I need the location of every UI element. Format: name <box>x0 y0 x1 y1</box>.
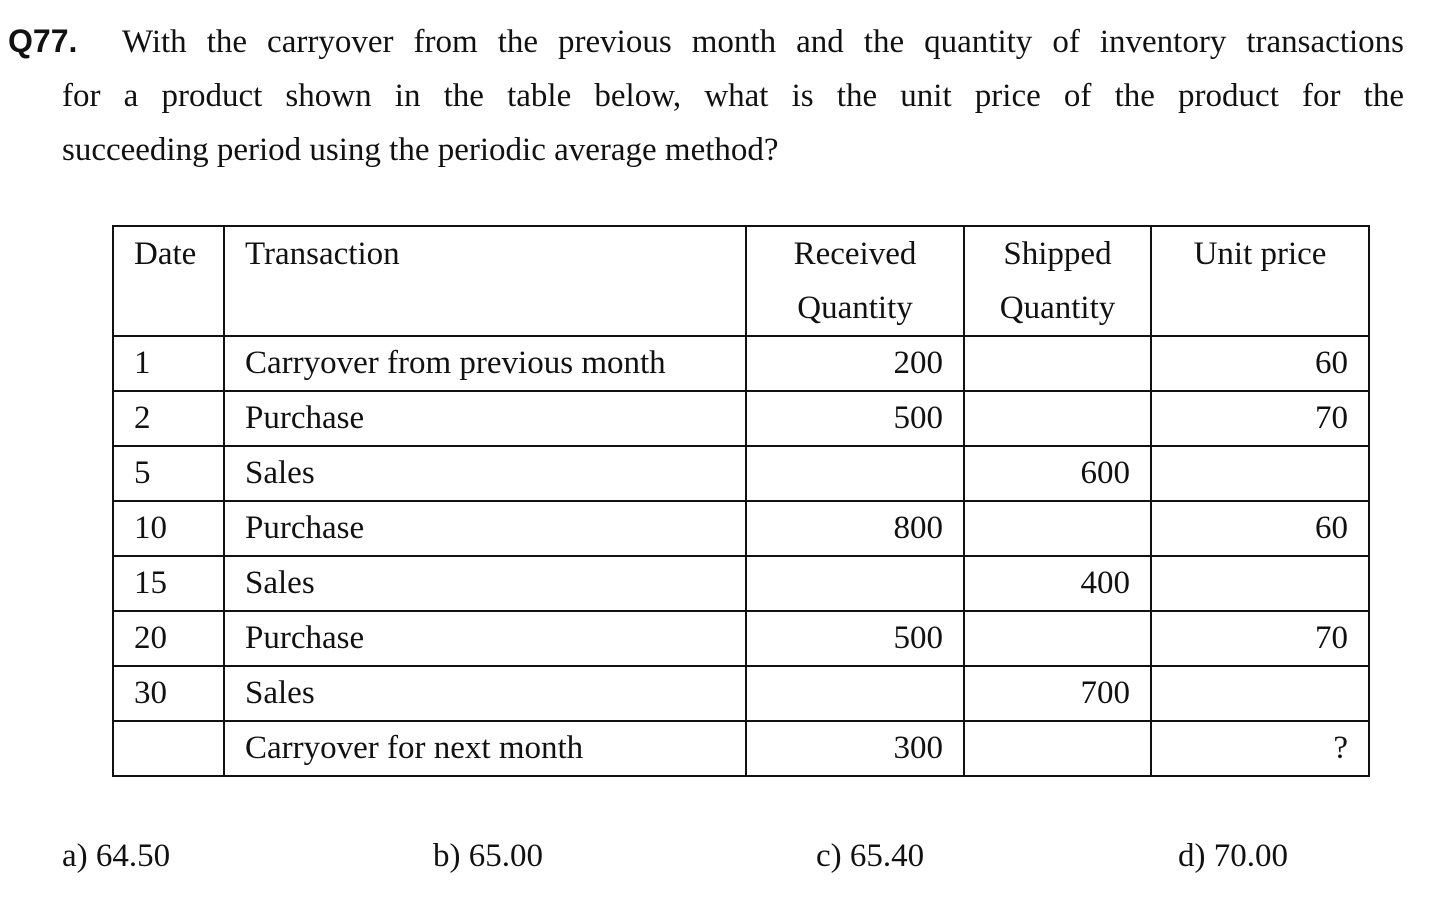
cell-date: 2 <box>112 390 225 447</box>
header-received-quantity: Received Quantity <box>745 225 965 337</box>
cell-date: 10 <box>112 500 225 557</box>
choice-c[interactable]: c) 65.40 <box>816 838 925 874</box>
cell-received <box>745 665 965 722</box>
cell-transaction: Purchase <box>223 500 747 557</box>
cell-shipped <box>963 390 1152 447</box>
answer-choices: a) 64.50 b) 65.00 c) 65.40 d) 70.00 <box>0 838 1450 894</box>
cell-date: 15 <box>112 555 225 612</box>
table-row: 20 Purchase 500 70 <box>112 610 1370 667</box>
cell-transaction: Purchase <box>223 610 747 667</box>
question-first-line: Q77. With the carryover from the previou… <box>8 14 1404 69</box>
cell-unit-price <box>1150 665 1370 722</box>
question: Q77. With the carryover from the previou… <box>8 14 1404 177</box>
cell-shipped: 400 <box>963 555 1152 612</box>
cell-shipped <box>963 335 1152 392</box>
cell-unit-price <box>1150 445 1370 502</box>
choice-a[interactable]: a) 64.50 <box>62 838 171 874</box>
cell-shipped: 600 <box>963 445 1152 502</box>
table-row: 15 Sales 400 <box>112 555 1370 612</box>
question-text-line-1: With the carryover from the previous mon… <box>122 24 1404 60</box>
header-received-line1: Received <box>793 236 917 272</box>
question-text-line-3: succeeding period using the periodic ave… <box>62 132 779 168</box>
cell-received: 500 <box>745 610 965 667</box>
table-row: 1 Carryover from previous month 200 60 <box>112 335 1370 392</box>
header-shipped-line2: Quantity <box>999 290 1116 326</box>
header-date: Date <box>112 225 225 337</box>
table-row: Carryover for next month 300 ? <box>112 720 1370 777</box>
cell-transaction: Sales <box>223 445 747 502</box>
choice-d[interactable]: d) 70.00 <box>1178 838 1288 874</box>
cell-received: 200 <box>745 335 965 392</box>
cell-transaction: Sales <box>223 665 747 722</box>
cell-date: 20 <box>112 610 225 667</box>
cell-received <box>745 445 965 502</box>
cell-date: 30 <box>112 665 225 722</box>
cell-shipped <box>963 610 1152 667</box>
table-row: 10 Purchase 800 60 <box>112 500 1370 557</box>
cell-received: 300 <box>745 720 965 777</box>
header-shipped-quantity: Shipped Quantity <box>963 225 1152 337</box>
header-transaction: Transaction <box>223 225 747 337</box>
cell-unit-price: 60 <box>1150 335 1370 392</box>
cell-date: 5 <box>112 445 225 502</box>
cell-unit-price: 70 <box>1150 610 1370 667</box>
cell-transaction: Carryover from previous month <box>223 335 747 392</box>
cell-shipped: 700 <box>963 665 1152 722</box>
choice-b[interactable]: b) 65.00 <box>433 838 543 874</box>
cell-shipped <box>963 720 1152 777</box>
cell-shipped <box>963 500 1152 557</box>
cell-transaction: Carryover for next month <box>223 720 747 777</box>
table-header-row: Date Transaction Received Quantity Shipp… <box>112 225 1370 337</box>
cell-date <box>112 720 225 777</box>
table-row: 2 Purchase 500 70 <box>112 390 1370 447</box>
cell-unit-price: ? <box>1150 720 1370 777</box>
header-unit-price: Unit price <box>1150 225 1370 337</box>
cell-unit-price <box>1150 555 1370 612</box>
inventory-table: Date Transaction Received Quantity Shipp… <box>112 225 1370 777</box>
cell-transaction: Sales <box>223 555 747 612</box>
cell-received: 800 <box>745 500 965 557</box>
cell-unit-price: 60 <box>1150 500 1370 557</box>
header-shipped-line1: Shipped <box>1003 236 1112 272</box>
question-text-line-2: for a product shown in the table below, … <box>62 78 1404 114</box>
table-row: 5 Sales 600 <box>112 445 1370 502</box>
table-row: 30 Sales 700 <box>112 665 1370 722</box>
cell-transaction: Purchase <box>223 390 747 447</box>
cell-received: 500 <box>745 390 965 447</box>
cell-received <box>745 555 965 612</box>
cell-date: 1 <box>112 335 225 392</box>
cell-unit-price: 70 <box>1150 390 1370 447</box>
header-received-line2: Quantity <box>797 290 913 326</box>
question-number: Q77. <box>8 23 78 59</box>
